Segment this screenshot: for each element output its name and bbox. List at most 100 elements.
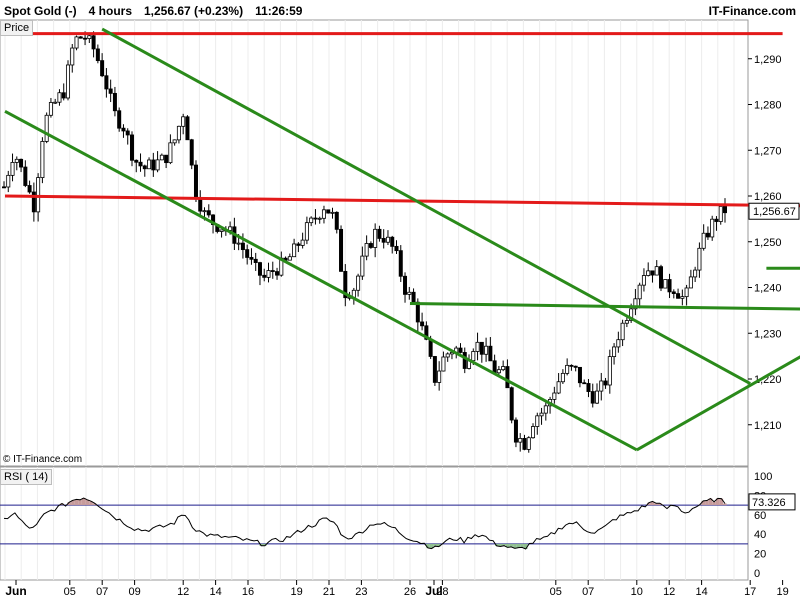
timestamp: 11:26:59 — [255, 4, 303, 18]
candle-up — [654, 266, 659, 276]
candle-up — [624, 320, 629, 324]
candle-up — [14, 158, 19, 163]
candle-up — [266, 270, 271, 278]
candle-down — [424, 325, 429, 340]
rsi-panel-label: RSI ( 14) — [0, 469, 53, 485]
candle-down — [479, 341, 484, 355]
candle-down — [121, 127, 126, 132]
date-label: 19 — [290, 586, 302, 598]
candle-up — [531, 426, 536, 439]
candle-up — [364, 243, 369, 257]
resistance-line — [4, 194, 800, 208]
candle-down — [151, 159, 156, 171]
candle-down — [31, 191, 36, 213]
candle-down — [603, 380, 608, 386]
candle-down — [78, 36, 83, 39]
candle-up — [10, 162, 15, 176]
candle-up — [57, 92, 62, 103]
candle-down — [104, 75, 109, 90]
candle-up — [441, 356, 446, 372]
candle-up — [518, 438, 523, 443]
candle-up — [202, 210, 207, 213]
candle-up — [612, 346, 617, 358]
date-label: 07 — [96, 586, 108, 598]
candle-down — [257, 262, 262, 276]
candle-down — [492, 360, 497, 374]
candle-up — [168, 142, 173, 164]
candle-up — [373, 228, 378, 248]
candle-up — [40, 141, 45, 179]
candle-up — [309, 217, 314, 224]
timeframe[interactable]: 4 hours — [88, 4, 132, 18]
candle-up — [219, 229, 224, 232]
candle-down — [403, 275, 408, 295]
candle-up — [496, 369, 501, 374]
candle-down — [569, 364, 574, 367]
candle-up — [599, 380, 604, 392]
candle-up — [484, 345, 489, 355]
date-label: 09 — [128, 586, 140, 598]
candle-up — [304, 222, 309, 241]
candle-down — [415, 301, 420, 323]
candle-up — [317, 217, 322, 220]
candle-down — [432, 356, 437, 383]
candle-down — [185, 116, 190, 141]
candle-down — [83, 37, 88, 40]
candle-down — [19, 158, 24, 168]
candle-up — [556, 381, 561, 394]
price-tick-label: 1,210 — [754, 420, 782, 432]
brand-name: IT-Finance.com — [708, 4, 796, 18]
candle-down — [206, 210, 211, 216]
candle-down — [61, 92, 66, 99]
date-label: 10 — [631, 586, 643, 598]
candle-up — [176, 125, 181, 141]
chart-header: Spot Gold (-) 4 hours 1,256.67 (+0.23%) 11:… — [0, 0, 800, 20]
candle-up — [471, 351, 476, 362]
candle-up — [70, 47, 75, 66]
date-label: 14 — [209, 586, 221, 598]
candle-down — [296, 243, 301, 246]
candle-up — [236, 242, 241, 245]
candle-down — [428, 338, 433, 357]
candle-down — [108, 88, 113, 94]
candle-up — [300, 239, 305, 246]
candle-down — [313, 217, 318, 220]
rsi-oversold-fill — [259, 543, 528, 550]
date-label: 16 — [242, 586, 254, 598]
candle-down — [667, 279, 672, 293]
date-label: 12 — [177, 586, 189, 598]
candle-up — [48, 102, 53, 116]
date-label: 21 — [323, 586, 335, 598]
date-label: 07 — [582, 586, 594, 598]
candle-down — [245, 249, 250, 258]
candle-down — [671, 291, 676, 294]
candle-down — [27, 185, 32, 193]
candle-down — [522, 438, 527, 450]
candle-up — [74, 36, 79, 49]
candle-down — [505, 366, 510, 389]
candle-down — [586, 383, 591, 392]
rsi-tick-label: 0 — [754, 568, 760, 580]
candle-up — [445, 353, 450, 358]
candle-up — [629, 308, 634, 321]
support-line — [409, 302, 800, 311]
candle-down — [117, 110, 122, 129]
copyright-text: © IT-Finance.com — [3, 454, 82, 465]
candle-down — [164, 154, 169, 164]
price-tick-label: 1,250 — [754, 237, 782, 249]
candle-up — [641, 275, 646, 286]
candle-up — [437, 370, 442, 383]
candle-down — [714, 218, 719, 222]
candle-up — [616, 339, 621, 348]
candle-up — [646, 270, 651, 276]
current-rsi-tag-box — [748, 493, 796, 511]
candle-down — [390, 236, 395, 247]
candle-up — [688, 276, 693, 289]
candle-down — [650, 270, 655, 276]
rsi-tick-label: 20 — [754, 549, 766, 561]
date-label: 17 — [744, 586, 756, 598]
candle-down — [91, 35, 96, 50]
channel-upper-line — [101, 27, 751, 385]
date-label: 05 — [550, 586, 562, 598]
